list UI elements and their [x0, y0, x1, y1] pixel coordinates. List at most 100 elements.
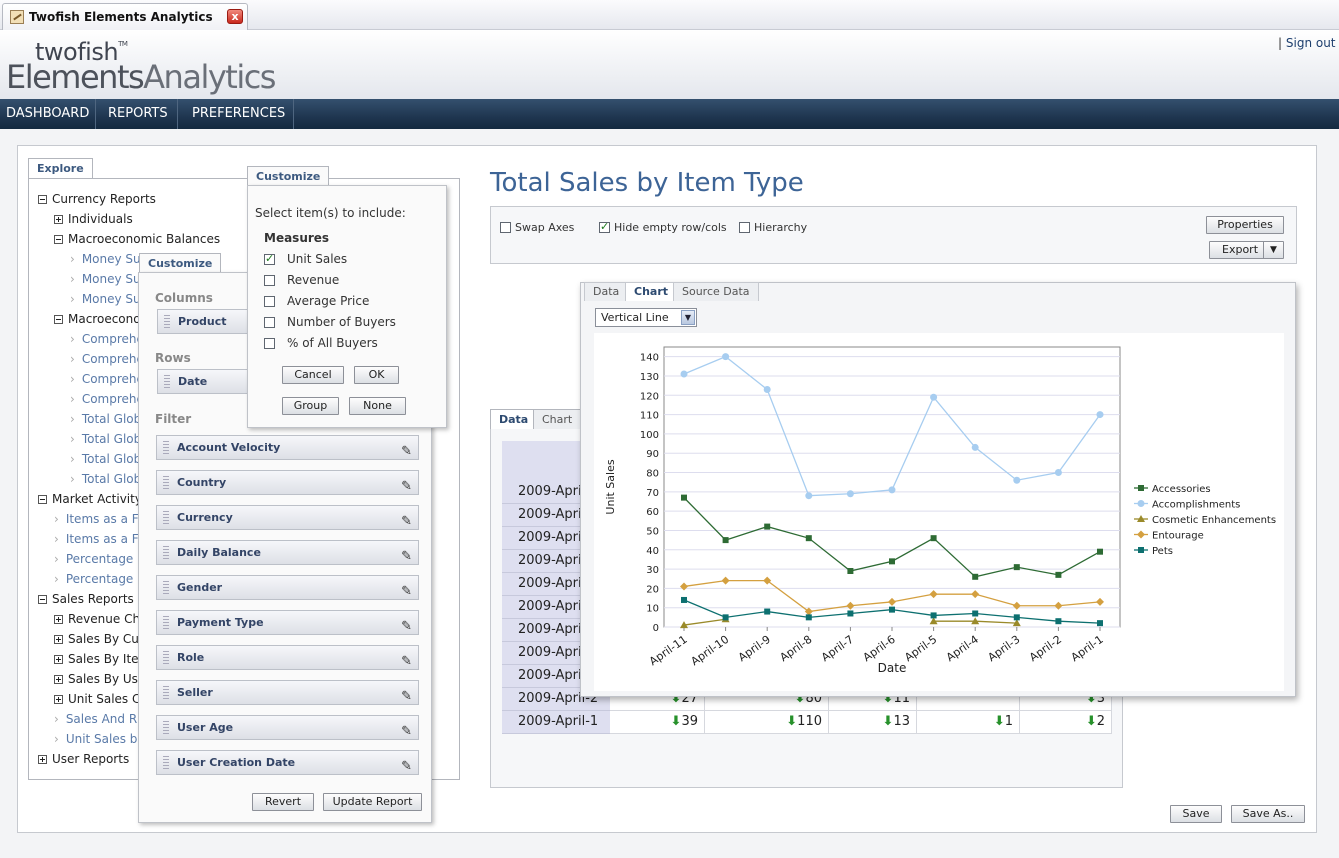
close-tab-icon[interactable]: x	[227, 9, 243, 24]
tree-item[interactable]: Money Su	[70, 269, 141, 289]
filter-field[interactable]: Payment Type ✎	[156, 610, 419, 635]
tree-item[interactable]: Total Glob	[70, 429, 141, 449]
browser-tab[interactable]: Twofish Elements Analytics x	[2, 3, 248, 30]
tree-item[interactable]: Sales By Cu	[54, 629, 139, 649]
tree-item[interactable]: Comprehe	[70, 349, 144, 369]
measure-checkbox[interactable]	[264, 317, 275, 328]
tree-item[interactable]: Comprehe	[70, 329, 144, 349]
nav-preferences[interactable]: PREFERENCES	[184, 99, 295, 129]
export-button[interactable]: Export ▼	[1209, 241, 1284, 259]
tab-explore[interactable]: Explore	[28, 158, 93, 178]
hide-empty-option[interactable]: Hide empty row/cols	[599, 220, 727, 234]
tree-item[interactable]: User Reports	[38, 749, 129, 769]
collapse-icon[interactable]	[38, 495, 47, 504]
group-button[interactable]: Group	[282, 397, 339, 415]
swap-axes-checkbox[interactable]	[500, 222, 511, 233]
update-report-button[interactable]: Update Report	[323, 793, 422, 811]
tree-item[interactable]: Revenue Ch	[54, 609, 140, 629]
cancel-button[interactable]: Cancel	[282, 366, 344, 384]
collapse-icon[interactable]	[54, 315, 63, 324]
hide-empty-checkbox[interactable]	[599, 220, 610, 233]
expand-icon[interactable]	[54, 215, 63, 224]
save-as-button[interactable]: Save As..	[1231, 805, 1305, 823]
measure-option[interactable]: Average Price	[264, 294, 369, 308]
tree-item[interactable]: Sales Reports	[38, 589, 134, 609]
filter-field[interactable]: Country ✎	[156, 470, 419, 495]
expand-icon[interactable]	[54, 655, 63, 664]
data-tab[interactable]: Data	[490, 409, 538, 429]
tree-item[interactable]: Sales By Us	[54, 669, 138, 689]
edit-pencil-icon[interactable]: ✎	[401, 724, 412, 739]
tree-item[interactable]: Items as a F	[54, 529, 139, 549]
measure-option[interactable]: Unit Sales	[264, 252, 347, 266]
tree-item[interactable]: Unit Sales C	[54, 689, 140, 709]
tree-item[interactable]: Money Su	[70, 289, 141, 309]
tree-item[interactable]: Total Glob	[70, 449, 141, 469]
chart-tab-back[interactable]: Chart	[533, 409, 582, 429]
filter-field[interactable]: Daily Balance ✎	[156, 540, 419, 565]
edit-pencil-icon[interactable]: ✎	[401, 619, 412, 634]
measure-checkbox[interactable]	[264, 252, 275, 265]
filter-field[interactable]: Currency ✎	[156, 505, 419, 530]
nav-dashboard[interactable]: DASHBOARD	[0, 99, 97, 129]
tree-item[interactable]: Comprehe	[70, 369, 144, 389]
edit-pencil-icon[interactable]: ✎	[401, 689, 412, 704]
filter-field[interactable]: User Creation Date ✎	[156, 750, 419, 775]
hierarchy-checkbox[interactable]	[739, 222, 750, 233]
tree-item[interactable]: Currency Reports	[38, 189, 156, 209]
expand-icon[interactable]	[54, 615, 63, 624]
signout-link[interactable]: Sign out	[1285, 36, 1336, 50]
hierarchy-option[interactable]: Hierarchy	[739, 221, 807, 234]
collapse-icon[interactable]	[38, 595, 47, 604]
edit-pencil-icon[interactable]: ✎	[401, 514, 412, 529]
tree-item[interactable]: Percentage	[54, 569, 133, 589]
edit-pencil-icon[interactable]: ✎	[401, 479, 412, 494]
filter-field[interactable]: Gender ✎	[156, 575, 419, 600]
edit-pencil-icon[interactable]: ✎	[401, 654, 412, 669]
tree-item[interactable]: Total Glob	[70, 409, 141, 429]
ok-button[interactable]: OK	[354, 366, 399, 384]
measure-option[interactable]: Number of Buyers	[264, 315, 396, 329]
chart-panel-tab-chart[interactable]: Chart	[625, 282, 678, 301]
tree-item[interactable]: Sales And R	[54, 709, 137, 729]
tree-item[interactable]: Market Activity	[38, 489, 142, 509]
expand-icon[interactable]	[38, 755, 47, 764]
filter-field[interactable]: User Age ✎	[156, 715, 419, 740]
chart-type-select[interactable]: Vertical Line ▼	[595, 308, 697, 327]
chart-panel-tab-source[interactable]: Source Data	[673, 282, 759, 301]
measure-checkbox[interactable]	[264, 338, 275, 349]
edit-pencil-icon[interactable]: ✎	[401, 584, 412, 599]
tree-item[interactable]: Macroeconomic Balances	[54, 229, 220, 249]
export-dropdown-icon[interactable]: ▼	[1263, 242, 1283, 258]
measure-checkbox[interactable]	[264, 275, 275, 286]
chevron-down-icon[interactable]: ▼	[681, 310, 695, 325]
tree-item[interactable]: Money Su	[70, 249, 141, 269]
expand-icon[interactable]	[54, 635, 63, 644]
expand-icon[interactable]	[54, 695, 63, 704]
tree-item[interactable]: Percentage	[54, 549, 133, 569]
collapse-icon[interactable]	[54, 235, 63, 244]
edit-pencil-icon[interactable]: ✎	[401, 759, 412, 774]
measure-option[interactable]: % of All Buyers	[264, 336, 378, 350]
tree-item[interactable]: Individuals	[54, 209, 133, 229]
tree-item[interactable]: Sales By Ite	[54, 649, 139, 669]
collapse-icon[interactable]	[38, 195, 47, 204]
chart-panel-tab-data[interactable]: Data	[584, 282, 629, 301]
save-button[interactable]: Save	[1170, 805, 1222, 823]
filter-field[interactable]: Role ✎	[156, 645, 419, 670]
measure-option[interactable]: Revenue	[264, 273, 339, 287]
measure-checkbox[interactable]	[264, 296, 275, 307]
tree-item[interactable]: Items as a F	[54, 509, 139, 529]
filter-field[interactable]: Account Velocity ✎	[156, 435, 419, 460]
expand-icon[interactable]	[54, 675, 63, 684]
filter-field[interactable]: Seller ✎	[156, 680, 419, 705]
tab-customize-front[interactable]: Customize	[247, 166, 330, 186]
tree-item[interactable]: Total Glob	[70, 469, 141, 489]
swap-axes-option[interactable]: Swap Axes	[500, 221, 574, 234]
none-button[interactable]: None	[349, 397, 406, 415]
tree-item[interactable]: Unit Sales b	[54, 729, 137, 749]
edit-pencil-icon[interactable]: ✎	[401, 444, 412, 459]
edit-pencil-icon[interactable]: ✎	[401, 549, 412, 564]
revert-button[interactable]: Revert	[252, 793, 314, 811]
tree-item[interactable]: Comprehe	[70, 389, 144, 409]
